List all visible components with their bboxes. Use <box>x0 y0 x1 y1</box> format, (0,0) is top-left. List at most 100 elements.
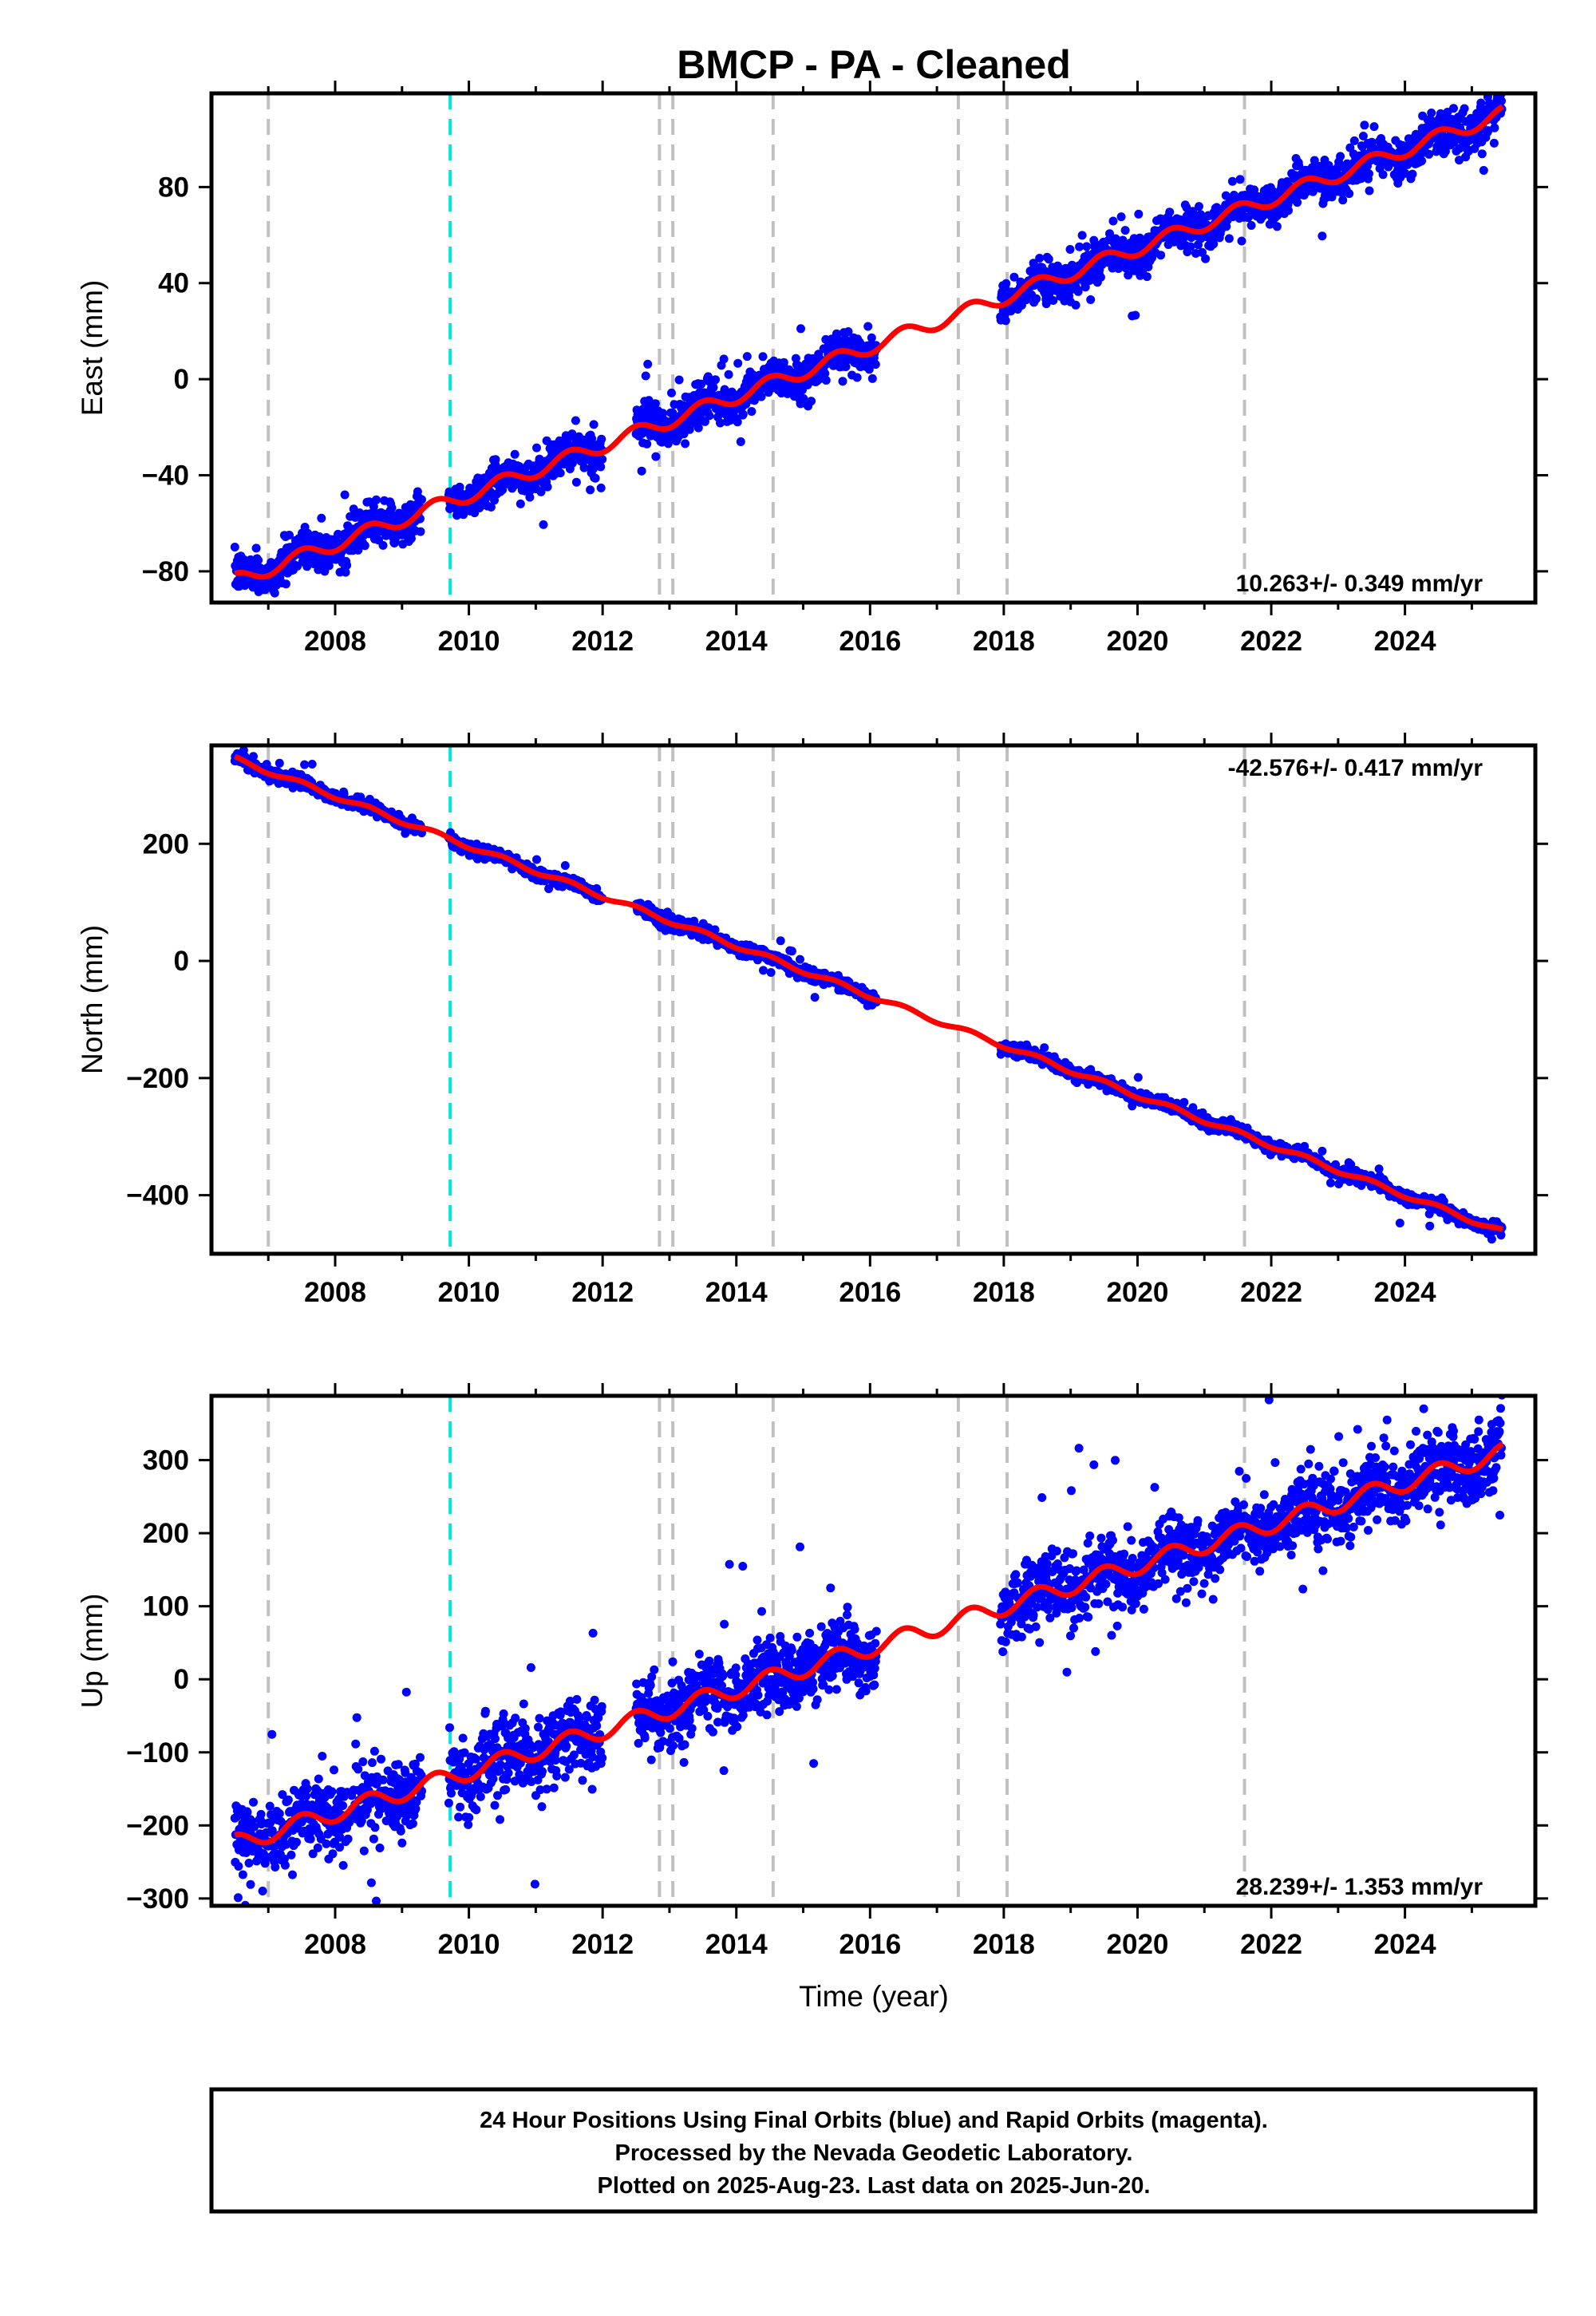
data-point <box>1077 231 1087 240</box>
data-point <box>697 379 706 389</box>
data-point <box>596 483 606 492</box>
data-point <box>658 409 667 418</box>
data-point <box>711 375 720 385</box>
data-point <box>254 555 263 565</box>
data-point <box>1227 176 1237 186</box>
data-point <box>766 968 776 977</box>
data-point <box>516 499 525 508</box>
data-point <box>300 760 310 769</box>
plot-contents <box>230 745 1507 1254</box>
data-point <box>1476 98 1486 108</box>
data-point <box>1338 196 1348 205</box>
data-point <box>342 560 352 570</box>
data-point <box>1082 242 1092 251</box>
x-tick-label: 2020 <box>1107 626 1169 657</box>
data-point <box>1460 104 1469 113</box>
data-point <box>681 439 690 449</box>
data-point <box>1235 175 1245 184</box>
data-point <box>1336 152 1345 161</box>
data-point <box>1237 236 1246 246</box>
data-point <box>716 418 725 428</box>
x-tick-label: 2022 <box>1240 626 1302 657</box>
data-point <box>843 327 853 336</box>
data-point <box>710 925 720 935</box>
data-point <box>1156 251 1166 260</box>
data-point <box>571 477 581 487</box>
data-point <box>1134 209 1144 219</box>
data-point <box>642 439 652 449</box>
data-point <box>510 449 519 459</box>
data-point <box>372 495 381 504</box>
data-point <box>1284 206 1293 215</box>
data-point <box>307 760 317 769</box>
x-tick-label: 2014 <box>705 626 768 657</box>
data-point <box>270 588 279 598</box>
plot-contents <box>230 93 1507 603</box>
data-point <box>598 455 607 464</box>
data-point <box>1001 316 1010 326</box>
data-point <box>1369 122 1379 132</box>
x-tick-label: 2010 <box>438 626 500 657</box>
data-point <box>736 437 745 446</box>
data-point <box>1358 132 1368 140</box>
data-point <box>1317 231 1327 241</box>
data-point <box>1186 242 1195 251</box>
data-point <box>597 434 606 444</box>
data-point <box>643 359 653 369</box>
data-point <box>637 466 646 476</box>
data-point <box>1209 239 1219 249</box>
data-point <box>1378 170 1388 180</box>
data-point <box>1133 1073 1143 1082</box>
data-point <box>555 468 565 478</box>
data-point <box>1035 254 1045 263</box>
data-point <box>1400 168 1410 178</box>
data-point <box>417 495 426 504</box>
data-point <box>1116 212 1126 222</box>
data-point <box>641 371 650 381</box>
data-point <box>733 358 743 368</box>
data-point <box>525 492 535 502</box>
data-point <box>567 429 577 439</box>
data-point <box>650 399 660 409</box>
data-point <box>1009 272 1019 282</box>
panel-frame <box>209 91 1538 605</box>
data-point <box>1417 156 1427 166</box>
data-point <box>709 383 718 393</box>
data-point <box>1124 271 1133 280</box>
data-point <box>1195 202 1203 211</box>
data-point <box>651 452 661 461</box>
data-point <box>341 567 350 577</box>
data-point <box>779 358 788 367</box>
data-point <box>1477 149 1487 159</box>
y-tick-label: 0 <box>174 364 189 395</box>
data-point <box>285 531 294 539</box>
data-point <box>787 947 796 956</box>
data-point <box>275 758 284 768</box>
data-point <box>724 370 733 379</box>
data-point <box>1096 272 1105 282</box>
data-point <box>340 490 350 500</box>
data-point <box>758 352 768 362</box>
data-point <box>579 463 589 472</box>
data-point <box>1490 123 1499 132</box>
data-point <box>1479 166 1488 175</box>
data-point <box>733 417 742 427</box>
data-point <box>1075 242 1084 251</box>
north-panel: 2008 2010 2012 2014 2016 2018 2020 2022 2024−400… <box>76 733 1548 1308</box>
data-point <box>302 562 312 571</box>
data-point <box>757 392 766 401</box>
data-point <box>387 503 397 512</box>
data-point <box>360 541 369 551</box>
data-point <box>249 752 258 761</box>
data-point <box>1142 272 1152 282</box>
data-point <box>1360 121 1369 130</box>
data-point <box>867 373 877 383</box>
data-point <box>1040 1043 1049 1053</box>
data-point <box>1497 97 1506 105</box>
x-tick-label: 2018 <box>973 626 1035 657</box>
data-point <box>776 936 785 946</box>
data-point <box>796 954 804 964</box>
y-axis-label: East (mm) <box>76 280 109 417</box>
data-point <box>1449 104 1458 113</box>
